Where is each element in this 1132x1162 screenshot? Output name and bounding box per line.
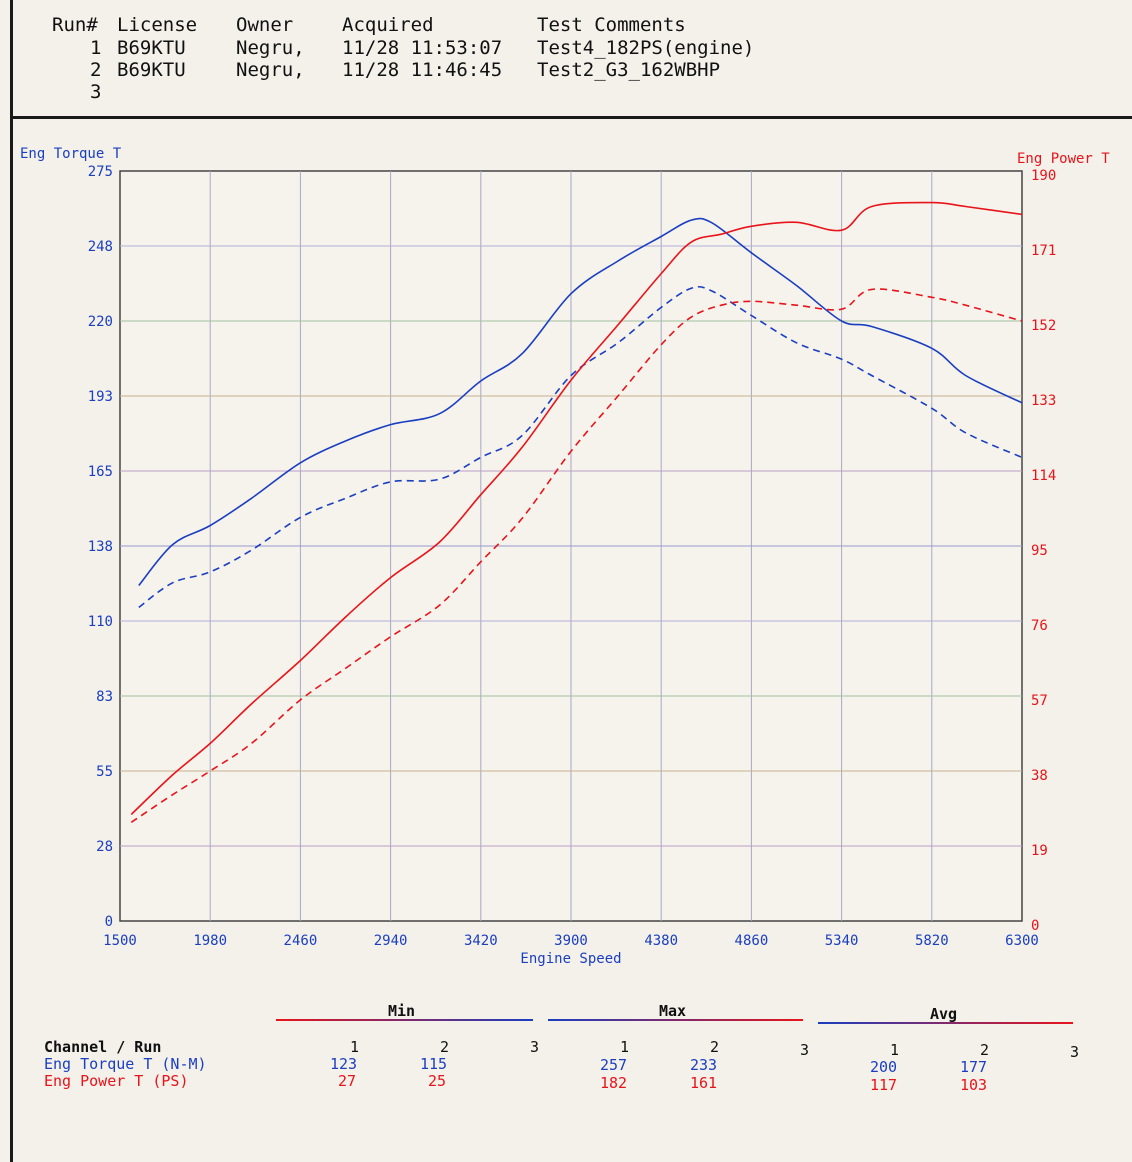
col-comments: Test Comments xyxy=(537,14,686,36)
stats-power-avg1: 117 xyxy=(870,1076,898,1094)
col-acquired: Acquired xyxy=(342,14,434,36)
y-left-tick-label: 83 xyxy=(96,689,113,705)
stats-avg-run3: 3 xyxy=(1070,1043,1080,1061)
x-tick-label: 6300 xyxy=(1005,933,1039,949)
stats-torque-min2: 115 xyxy=(420,1055,448,1073)
y-right-tick-label: 171 xyxy=(1031,243,1056,259)
y-left-tick-label: 220 xyxy=(88,314,113,330)
stats-max-rule xyxy=(548,1019,803,1021)
power-run1-line xyxy=(130,201,1023,815)
stats-torque-label: Eng Torque T (N-M) xyxy=(44,1055,207,1073)
y-right-axis-title: Eng Power T xyxy=(1017,151,1110,167)
y-left-tick-label: 110 xyxy=(88,614,113,630)
y-right-tick-label: 152 xyxy=(1031,318,1056,334)
stats-torque-max2: 233 xyxy=(690,1056,718,1074)
col-license: License xyxy=(117,14,198,36)
row2-acquired: 11/28 11:46:45 xyxy=(342,59,503,81)
x-tick-label: 5340 xyxy=(825,933,859,949)
y-left-tick-label: 138 xyxy=(88,539,113,555)
stats-power-max1: 182 xyxy=(600,1074,628,1092)
y-right-tick-label: 57 xyxy=(1031,693,1048,709)
y-left-axis-title: Eng Torque T xyxy=(20,146,122,162)
col-run: Run# xyxy=(52,14,98,36)
stats-avg-title: Avg xyxy=(930,1005,958,1023)
torque-run2-line xyxy=(138,285,1023,609)
stats-min-title: Min xyxy=(388,1002,416,1020)
y-right-tick-label: 0 xyxy=(1031,918,1039,934)
stats-min-run2: 2 xyxy=(440,1038,450,1056)
stats-min-run3: 3 xyxy=(530,1038,540,1056)
stats-torque-avg2: 177 xyxy=(960,1058,988,1076)
row1-acquired: 11/28 11:53:07 xyxy=(342,37,503,59)
row1-license: B69KTU xyxy=(117,37,186,59)
y-right-tick-label: 19 xyxy=(1031,843,1048,859)
row1-owner: Negru, xyxy=(236,37,305,59)
y-left-tick-label: 0 xyxy=(105,914,113,930)
stats-min-rule xyxy=(276,1019,533,1021)
dyno-chart: 0 28 55 83 110 138 165 193 220 248 275 0 19 38 57 76 95 1… xyxy=(20,146,1110,967)
stats-max-run3: 3 xyxy=(800,1041,810,1059)
y-left-tick-label: 28 xyxy=(96,839,113,855)
stats-torque-avg1: 200 xyxy=(870,1058,898,1076)
x-axis-title: Engine Speed xyxy=(520,951,621,967)
row2-comment: Test2_G3_162WBHP xyxy=(537,59,721,81)
row3-run: 3 xyxy=(90,81,102,103)
torque-run1-line xyxy=(138,217,1023,587)
stats-power-min1: 27 xyxy=(338,1072,357,1090)
row1-run: 1 xyxy=(90,37,102,59)
row2-owner: Negru, xyxy=(236,59,305,81)
col-owner: Owner xyxy=(236,14,294,36)
y-left-tick-label: 55 xyxy=(96,764,113,780)
row1-comment: Test4_182PS(engine) xyxy=(537,37,755,59)
x-tick-label: 5820 xyxy=(915,933,949,949)
y-right-tick-label: 76 xyxy=(1031,618,1048,634)
power-run2-line xyxy=(130,288,1023,823)
row2-run: 2 xyxy=(90,59,102,81)
header-separator xyxy=(10,116,1132,119)
stats-min-run1: 1 xyxy=(350,1038,360,1056)
stats-avg-run1: 1 xyxy=(890,1041,900,1059)
x-tick-label: 1980 xyxy=(193,933,227,949)
y-left-tick-label: 275 xyxy=(88,164,113,180)
y-right-tick-label: 190 xyxy=(1031,168,1056,184)
x-tick-label: 2460 xyxy=(284,933,318,949)
x-tick-label: 1500 xyxy=(103,933,137,949)
y-left-tick-label: 165 xyxy=(88,464,113,480)
stats-max-run2: 2 xyxy=(710,1038,720,1056)
stats-torque-min1: 123 xyxy=(330,1055,358,1073)
stats-power-max2: 161 xyxy=(690,1074,718,1092)
y-right-tick-label: 114 xyxy=(1031,468,1056,484)
x-tick-label: 4380 xyxy=(644,933,678,949)
x-tick-label: 3900 xyxy=(554,933,588,949)
stats-max-run1: 1 xyxy=(620,1038,630,1056)
y-right-tick-label: 133 xyxy=(1031,393,1056,409)
y-left-tick-label: 248 xyxy=(88,239,113,255)
frame-left-border xyxy=(10,0,13,1162)
y-left-tick-label: 193 xyxy=(88,389,113,405)
stats-avg-run2: 2 xyxy=(980,1041,990,1059)
x-tick-label: 3420 xyxy=(464,933,498,949)
x-tick-label: 4860 xyxy=(735,933,769,949)
stats-power-avg2: 103 xyxy=(960,1076,988,1094)
stats-power-label: Eng Power T (PS) xyxy=(44,1072,189,1090)
stats-torque-max1: 257 xyxy=(600,1056,628,1074)
stats-avg-rule xyxy=(818,1022,1073,1024)
stats-power-min2: 25 xyxy=(428,1072,447,1090)
y-right-tick-label: 38 xyxy=(1031,768,1048,784)
stats-max-title: Max xyxy=(659,1002,687,1020)
row2-license: B69KTU xyxy=(117,59,186,81)
y-right-tick-label: 95 xyxy=(1031,543,1048,559)
x-tick-label: 2940 xyxy=(374,933,408,949)
stats-channel-label: Channel / Run xyxy=(44,1038,162,1056)
